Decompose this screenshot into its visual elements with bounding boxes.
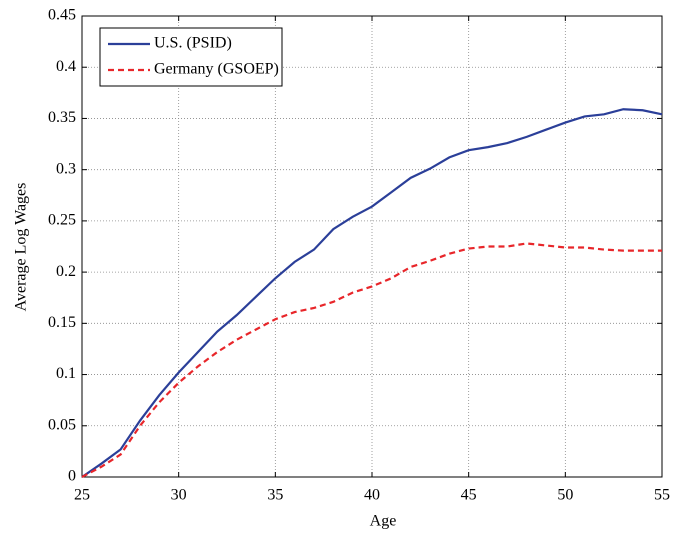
- plot-frame: [81, 15, 663, 478]
- y-tick-label: 0.2: [56, 263, 76, 280]
- x-tick-label: 25: [74, 487, 90, 504]
- x-tick-label: 55: [654, 487, 670, 504]
- x-tick-label: 30: [171, 487, 187, 504]
- legend-label: U.S. (PSID): [154, 35, 232, 52]
- y-tick-label: 0.45: [48, 7, 76, 24]
- x-tick-label: 50: [557, 487, 573, 504]
- y-tick-label: 0.25: [48, 212, 76, 229]
- series-line: [81, 108, 663, 478]
- x-axis-label: Age: [370, 513, 397, 530]
- x-tick-label: 40: [364, 487, 380, 504]
- y-tick-label: 0.3: [56, 160, 76, 177]
- series-line: [81, 242, 662, 478]
- legend-box: [99, 27, 283, 87]
- x-tick-label: 35: [267, 487, 283, 504]
- y-tick-label: 0.1: [56, 365, 76, 382]
- y-tick-label: 0.05: [48, 416, 76, 433]
- legend-label: Germany (GSOEP): [154, 61, 279, 78]
- y-tick-label: 0.4: [56, 58, 76, 75]
- y-tick-label: 0.15: [48, 314, 76, 331]
- x-tick-label: 45: [461, 487, 477, 504]
- y-tick-label: 0.35: [48, 109, 76, 126]
- y-axis-label: Average Log Wages: [13, 183, 30, 312]
- y-tick-label: 0: [68, 468, 76, 485]
